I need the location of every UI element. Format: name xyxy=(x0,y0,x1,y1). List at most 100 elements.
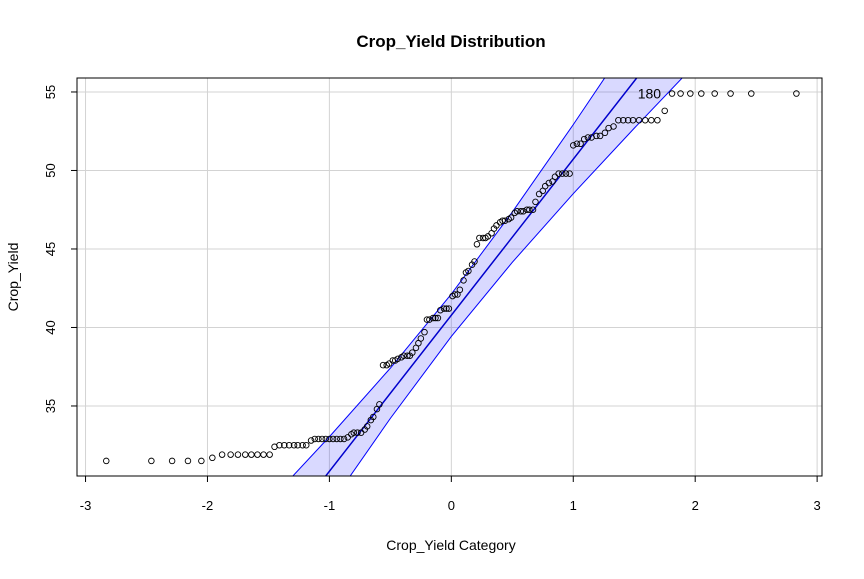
data-point xyxy=(545,179,553,187)
y-axis-label: Crop_Yield xyxy=(5,243,21,312)
data-point xyxy=(260,451,267,458)
data-point xyxy=(329,435,337,443)
data-point xyxy=(523,206,531,213)
data-point xyxy=(307,437,315,444)
data-point xyxy=(570,142,577,149)
data-point xyxy=(532,198,539,206)
x-tick-label: -3 xyxy=(80,498,92,513)
data-point xyxy=(451,291,459,298)
data-point xyxy=(443,305,450,312)
plot-area xyxy=(77,78,822,476)
data-point xyxy=(426,316,433,323)
data-point xyxy=(507,214,515,221)
data-point xyxy=(266,451,273,458)
data-point xyxy=(281,441,288,449)
data-point xyxy=(209,454,216,462)
data-point xyxy=(354,429,361,436)
band-edge xyxy=(349,78,683,476)
data-point xyxy=(648,116,655,124)
chart-title: Crop_Yield Distribution xyxy=(356,32,545,51)
data-point xyxy=(344,434,351,441)
data-point xyxy=(394,355,401,363)
data-point xyxy=(429,314,437,322)
data-point xyxy=(559,170,566,177)
x-tick-label: 3 xyxy=(814,498,821,513)
data-point xyxy=(385,360,393,367)
data-point xyxy=(357,429,365,436)
data-point xyxy=(513,208,521,215)
data-point xyxy=(641,116,649,124)
reference-line xyxy=(324,78,638,476)
data-point xyxy=(404,352,411,359)
data-point xyxy=(456,286,464,294)
data-point xyxy=(562,170,570,177)
data-point xyxy=(290,441,298,449)
data-point xyxy=(432,314,439,322)
data-point xyxy=(615,116,622,124)
data-point xyxy=(624,116,632,124)
y-tick-label: 55 xyxy=(43,85,58,99)
data-point xyxy=(276,441,283,449)
data-point xyxy=(484,233,492,240)
data-point xyxy=(493,222,500,229)
x-tick-label: 2 xyxy=(692,498,699,513)
data-point xyxy=(311,435,319,443)
data-point xyxy=(434,314,442,322)
x-tick-label: -2 xyxy=(202,498,214,513)
data-point xyxy=(103,457,110,465)
data-point xyxy=(535,190,543,198)
data-point xyxy=(322,435,329,443)
data-point xyxy=(350,429,358,436)
plot-frame xyxy=(76,77,823,477)
data-point xyxy=(198,457,205,465)
x-tick-label: 0 xyxy=(448,498,455,513)
y-tick-label: 40 xyxy=(43,320,58,334)
data-point xyxy=(698,90,705,97)
data-point xyxy=(465,267,472,275)
confidence-band xyxy=(292,78,683,476)
data-point xyxy=(654,116,661,124)
data-point xyxy=(573,140,581,148)
data-point xyxy=(520,208,527,215)
data-point xyxy=(635,116,643,124)
data-point xyxy=(248,451,255,458)
data-point xyxy=(499,217,506,224)
data-point xyxy=(421,328,428,336)
data-point xyxy=(294,441,301,449)
data-point xyxy=(379,361,387,369)
data-point xyxy=(629,116,637,124)
data-point xyxy=(526,206,533,213)
data-point xyxy=(340,435,348,443)
data-point xyxy=(376,401,383,408)
band-edge xyxy=(292,78,606,476)
data-point xyxy=(184,457,192,465)
data-point xyxy=(471,258,478,265)
data-point xyxy=(596,132,604,140)
data-point xyxy=(577,140,584,148)
data-point xyxy=(363,423,371,430)
data-point xyxy=(620,116,627,124)
data-point xyxy=(234,451,242,458)
data-point xyxy=(687,90,694,97)
data-point xyxy=(168,457,176,465)
data-point xyxy=(677,90,684,97)
x-axis-label: Crop_Yield Category xyxy=(386,537,515,553)
y-tick-label: 45 xyxy=(43,242,58,256)
data-point xyxy=(593,132,600,140)
data-point xyxy=(423,316,431,323)
data-point xyxy=(748,90,755,97)
data-point xyxy=(333,435,340,443)
data-point xyxy=(242,451,249,458)
data-point xyxy=(517,208,525,215)
data-point xyxy=(400,352,408,359)
x-tick-label: -1 xyxy=(324,498,336,513)
data-point xyxy=(302,441,310,449)
data-point xyxy=(326,435,333,443)
data-point xyxy=(315,435,322,443)
data-point xyxy=(727,90,734,97)
data-point xyxy=(601,129,609,137)
data-point xyxy=(370,413,377,421)
data-point xyxy=(555,170,562,177)
data-point xyxy=(668,90,676,97)
